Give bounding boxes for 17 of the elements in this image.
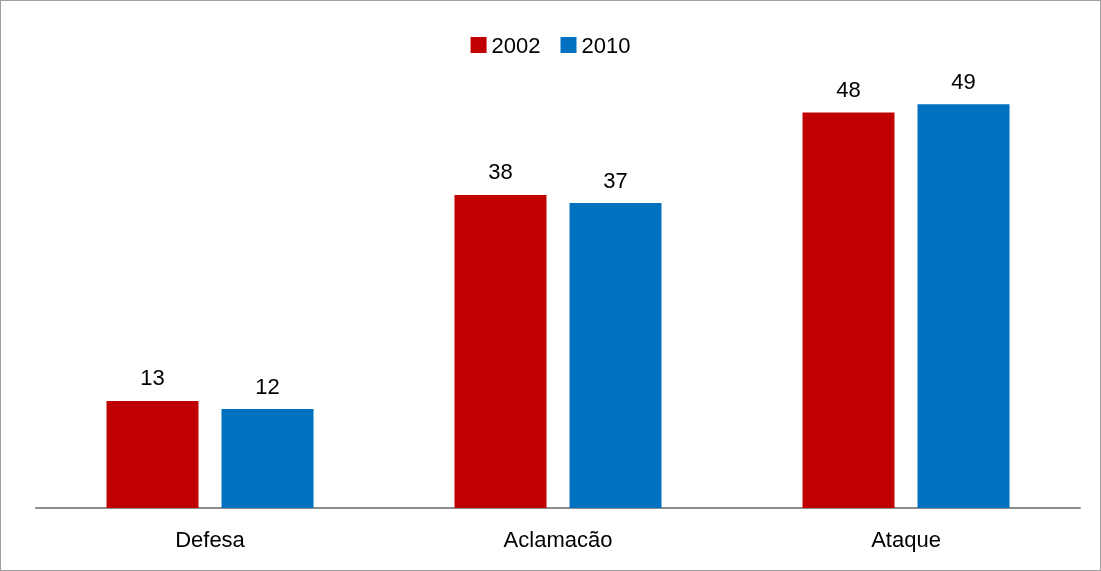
bar xyxy=(917,104,1010,508)
legend-label: 2002 xyxy=(491,32,541,58)
data-label: 13 xyxy=(140,365,165,391)
x-tick-label: Ataque xyxy=(871,526,941,552)
bar xyxy=(569,203,662,508)
bar xyxy=(106,400,199,508)
data-label: 48 xyxy=(836,76,861,102)
data-label: 38 xyxy=(488,159,513,185)
bar xyxy=(454,194,547,508)
data-label: 37 xyxy=(603,167,628,193)
data-label: 12 xyxy=(255,373,280,399)
data-label: 49 xyxy=(951,68,976,94)
bar xyxy=(221,409,314,508)
legend-label: 2010 xyxy=(581,32,631,58)
bar xyxy=(802,112,895,508)
x-tick-label: Aclamacão xyxy=(503,526,613,552)
x-tick-label: Defesa xyxy=(175,526,246,552)
